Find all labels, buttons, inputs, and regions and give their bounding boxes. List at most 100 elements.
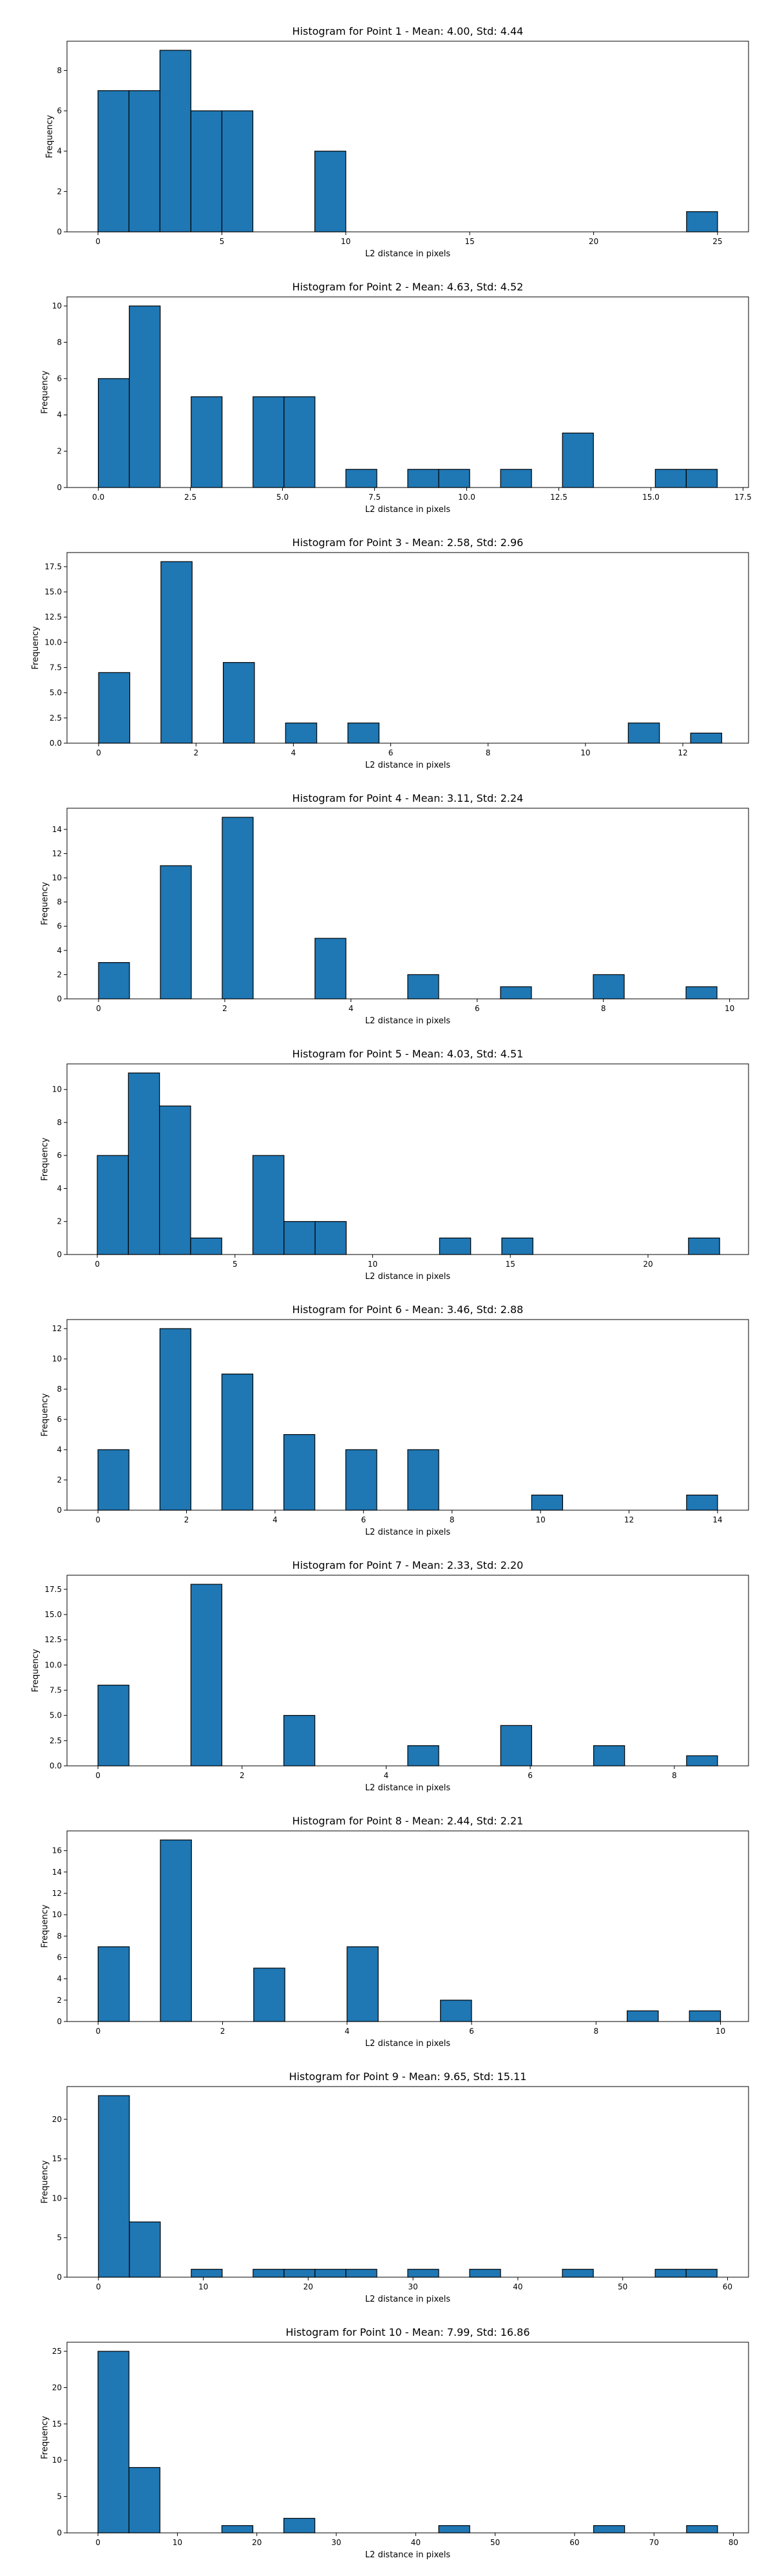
plot-frame <box>66 296 749 488</box>
histogram-bars <box>97 1072 720 1255</box>
histogram-bar <box>98 378 130 488</box>
histogram-bar <box>97 1685 129 1766</box>
y-axis-label: Frequency <box>41 1393 50 1436</box>
y-tick-label: 15.0 <box>44 587 62 596</box>
histogram-bar <box>345 2269 377 2278</box>
plot-frame <box>66 808 749 999</box>
y-tick-label: 10 <box>52 873 62 882</box>
y-tick-label: 10 <box>52 2193 62 2202</box>
x-tick-label: 5 <box>220 237 225 246</box>
chart-title: Histogram for Point 4 - Mean: 3.11, Std:… <box>292 792 524 804</box>
y-tick-label: 15 <box>52 2420 62 2429</box>
x-tick-label: 6 <box>388 748 394 757</box>
x-tick-label: 0 <box>95 2538 100 2547</box>
y-axis-label: Frequency <box>31 1649 41 1692</box>
y-tick-label: 10.0 <box>44 1660 62 1669</box>
x-tick-label: 10 <box>198 2282 208 2291</box>
x-tick-label: 10.0 <box>458 493 475 502</box>
x-tick-label: 10 <box>368 1260 377 1269</box>
y-tick-label: 0 <box>57 2017 62 2026</box>
histogram-bar <box>562 2269 594 2278</box>
y-tick-label: 2 <box>57 1475 62 1484</box>
histogram-bars <box>97 2351 718 2533</box>
histogram-bar <box>253 396 285 488</box>
histogram-bar <box>129 305 161 488</box>
histogram-bar <box>128 90 160 232</box>
y-tick-label: 6 <box>57 922 62 931</box>
histogram-bar <box>500 469 532 488</box>
histogram-bar <box>314 2269 347 2278</box>
y-tick-label: 2 <box>57 447 62 456</box>
histogram-bar <box>283 1221 316 1255</box>
plot-frame <box>66 2086 749 2278</box>
plot-frame <box>66 1575 749 1766</box>
x-tick-label: 20 <box>589 237 598 246</box>
y-tick-label: 0 <box>57 2273 62 2282</box>
x-tick-label: 5.0 <box>276 493 289 502</box>
histogram-bar <box>439 1237 472 1255</box>
histogram-bar <box>407 1449 439 1511</box>
x-tick-label: 6 <box>469 2027 474 2036</box>
x-tick-label: 10 <box>341 237 350 246</box>
histogram-panel: Histogram for Point 10 - Mean: 7.99, Std… <box>41 2326 749 2560</box>
x-tick-label: 6 <box>475 1004 480 1013</box>
chart-title: Histogram for Point 1 - Mean: 4.00, Std:… <box>292 25 524 37</box>
histogram-bar <box>221 1373 254 1511</box>
histogram-panel: Histogram for Point 3 - Mean: 2.58, Std:… <box>31 536 749 770</box>
x-axis-label: L2 distance in pixels <box>365 2039 451 2049</box>
y-tick-label: 2 <box>57 1996 62 2005</box>
y-tick-label: 4 <box>57 410 62 419</box>
x-axis-label: L2 distance in pixels <box>365 1783 451 1793</box>
y-tick-label: 12 <box>52 1889 62 1898</box>
histogram-bar <box>654 2269 687 2278</box>
y-tick-label: 8 <box>57 1385 62 1394</box>
x-tick-label: 60 <box>569 2538 579 2547</box>
y-tick-label: 15 <box>52 2154 62 2163</box>
x-axis-label: L2 distance in pixels <box>365 1272 451 1282</box>
y-tick-label: 0.0 <box>50 1761 62 1770</box>
histogram-bar <box>191 396 223 488</box>
histogram-bar <box>160 865 192 999</box>
y-tick-label: 15.0 <box>44 1610 62 1619</box>
y-axis-label: Frequency <box>45 115 55 158</box>
histogram-bar <box>129 2221 161 2278</box>
x-tick-label: 80 <box>729 2538 738 2547</box>
x-tick-label: 2.5 <box>184 493 196 502</box>
y-tick-label: 5 <box>57 2492 62 2501</box>
histogram-bar <box>285 723 318 744</box>
x-tick-label: 4 <box>272 1515 278 1524</box>
chart-title: Histogram for Point 7 - Mean: 2.33, Std:… <box>292 1559 524 1571</box>
histogram-bar <box>562 432 594 488</box>
y-tick-label: 10 <box>52 1085 62 1094</box>
histogram-bar <box>314 938 347 999</box>
x-tick-label: 10 <box>725 1004 734 1013</box>
y-axis-label: Frequency <box>41 1137 50 1180</box>
histogram-bar <box>97 1155 129 1255</box>
chart-title: Histogram for Point 8 - Mean: 2.44, Std:… <box>292 1815 524 1827</box>
x-tick-label: 2 <box>222 1004 227 1013</box>
y-tick-label: 14 <box>52 1868 62 1877</box>
x-tick-label: 40 <box>513 2282 522 2291</box>
x-tick-label: 2 <box>193 748 198 757</box>
x-axis-label: L2 distance in pixels <box>365 2550 451 2560</box>
histogram-bar <box>685 469 718 488</box>
x-tick-label: 10 <box>173 2538 182 2547</box>
histogram-bar <box>407 1745 439 1766</box>
y-tick-label: 12.5 <box>44 612 62 621</box>
y-tick-label: 14 <box>52 825 62 834</box>
x-tick-label: 40 <box>411 2538 421 2547</box>
histogram-bar <box>97 1946 130 2022</box>
x-tick-label: 10 <box>580 748 590 757</box>
histogram-bar <box>501 1237 533 1255</box>
y-tick-label: 12.5 <box>44 1635 62 1644</box>
histogram-bar <box>97 90 129 232</box>
histogram-bar <box>500 986 532 999</box>
histogram-panel: Histogram for Point 1 - Mean: 4.00, Std:… <box>45 25 749 259</box>
y-tick-label: 8 <box>57 66 62 75</box>
histogram-bar <box>314 151 347 232</box>
y-tick-label: 2 <box>57 1217 62 1226</box>
y-tick-label: 4 <box>57 946 62 955</box>
histogram-bar <box>253 2269 285 2278</box>
x-tick-label: 2 <box>184 1515 189 1524</box>
